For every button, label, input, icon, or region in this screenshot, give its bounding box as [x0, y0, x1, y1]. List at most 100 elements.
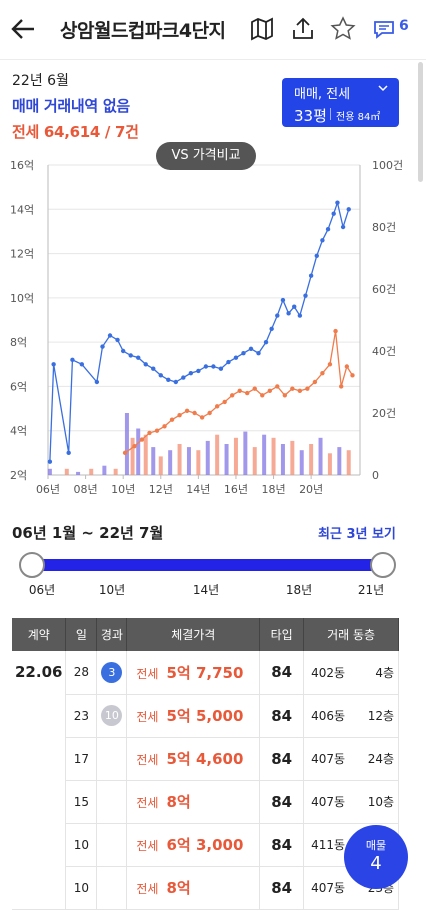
jeonse-price-point [275, 384, 280, 389]
y-left-tick-label: 2억 [10, 469, 27, 482]
sale-price-point [166, 377, 171, 382]
trade-type: 84 [259, 737, 305, 781]
jeonse-price-point [312, 379, 318, 385]
sale-price-point [248, 346, 254, 351]
col-header-type: 타입 [259, 618, 305, 651]
summary-date: 22년 6월 [12, 73, 69, 89]
trade-dong: 411동 [311, 838, 346, 852]
sale-status: 매매 거래내역 없음 [12, 97, 130, 115]
share-icon[interactable] [290, 16, 316, 42]
volume-bar [318, 437, 323, 475]
jeonse-price-point [229, 393, 235, 398]
table-row[interactable]: 15 전세 8억 84 407동 10층 [12, 780, 399, 824]
volume-bar [346, 450, 351, 475]
volume-bar [168, 450, 173, 475]
comment-icon[interactable] [371, 16, 397, 42]
sale-price-point [173, 379, 179, 385]
slider-end-handle[interactable] [370, 552, 396, 578]
x-tick-label: 10년 [111, 483, 135, 496]
x-tick-label: 08년 [74, 483, 98, 496]
volume-bar [136, 428, 141, 475]
sale-price-point [100, 344, 105, 349]
y-left-tick-label: 6억 [10, 380, 27, 393]
y-right-tick-label: 20건 [372, 407, 396, 420]
y-left-tick-label: 16억 [10, 159, 34, 172]
sale-price-point [128, 353, 133, 358]
elapsed-badge: 3 [101, 661, 123, 683]
sale-price-point [136, 355, 141, 360]
price-cell: 전세 8억 [126, 780, 261, 824]
price-cell: 전세 5억 7,750 [126, 651, 261, 695]
dong-floor-cell: 407동 24층 [303, 737, 399, 781]
jeonse-price-point [252, 386, 257, 391]
col-header-dong-floor: 거래 동층 [303, 618, 399, 651]
elapsed-badge: 10 [101, 705, 123, 726]
price-chart[interactable]: 16억 14억 12억 10억 8억 6억 4억 2억 100건 80건 60건 40건 20건 0 06년… [0, 155, 426, 515]
slider-start-handle[interactable] [19, 552, 45, 578]
sale-price-point [120, 348, 126, 354]
trade-type-label: 매매, 전세 [294, 87, 351, 102]
area-label: 전용 84㎡ [336, 112, 381, 123]
table-row[interactable]: 10전세8억84407동23층 [12, 866, 399, 910]
jeonse-price-point [327, 362, 333, 367]
table-row[interactable]: 10 전세 6억 3,000 84 411동 [12, 823, 399, 867]
y-left-tick-label: 10억 [10, 292, 34, 305]
volume-bar [102, 465, 107, 475]
jeonse-price-point [122, 450, 128, 456]
listings-fab-button[interactable]: 매물 4 [344, 825, 408, 889]
sale-price-point [143, 362, 148, 367]
sale-price-point [47, 459, 53, 464]
scrollbar[interactable] [418, 62, 423, 182]
map-icon[interactable] [249, 16, 275, 42]
sale-price-point [181, 375, 186, 380]
trade-floor: 24층 [367, 752, 394, 766]
volume-bar [124, 413, 129, 475]
sale-price-point [51, 362, 56, 367]
jeonse-status: 전세 64,614 / 7건 [12, 123, 139, 141]
jeonse-price-point [282, 393, 288, 398]
trade-kind: 전세 [136, 796, 159, 810]
jeonse-price-point [132, 444, 137, 449]
sale-price-point [263, 339, 269, 345]
volume-bar [233, 437, 238, 475]
recent-3years-link[interactable]: 최근 3년 보기 [318, 527, 396, 542]
star-icon[interactable] [330, 16, 356, 42]
y-right-tick-label: 80건 [372, 221, 396, 234]
sale-price-point [196, 368, 201, 374]
sale-price-point [340, 224, 346, 230]
jeonse-price-point [333, 328, 338, 334]
trade-kind: 전세 [136, 666, 159, 681]
trade-day: 10 [65, 823, 98, 867]
volume-bar [89, 468, 94, 475]
x-tick-label: 12년 [149, 483, 173, 496]
vs-compare-button[interactable]: VS 가격비교 [156, 142, 256, 170]
trade-type: 84 [259, 780, 305, 824]
trade-price: 5억 7,750 [166, 663, 244, 682]
trade-kind: 전세 [136, 839, 159, 853]
volume-bar [76, 471, 81, 475]
volume-bar [215, 434, 220, 475]
dong-floor-cell: 406동 12층 [303, 694, 399, 738]
trade-type: 84 [259, 866, 305, 910]
trade-day: 10 [65, 866, 98, 910]
volume-bar [337, 447, 342, 475]
table-row[interactable]: 23 10 전세 5억 5,000 84 406동 12층 [12, 694, 399, 738]
type-size-selector[interactable]: 매매, 전세 33평 전용 84㎡ [282, 78, 399, 127]
sale-price-point [335, 200, 340, 205]
volume-bar [47, 468, 52, 475]
table-row[interactable]: 17 전세 5억 4,600 84 407동 24층 [12, 737, 399, 781]
back-arrow-icon[interactable] [10, 14, 38, 44]
volume-bar [196, 450, 201, 475]
sale-price-point [297, 313, 303, 318]
trade-price: 6억 3,000 [166, 836, 244, 854]
table-row[interactable]: 22.06 28 3 전세 5억 7,750 84 402동 4층 [12, 651, 399, 910]
size-label: 33평 [294, 107, 327, 125]
y-left-tick-label: 14억 [10, 203, 34, 216]
trade-type: 84 [259, 694, 305, 738]
period-range: 06년 1월 ~ 22년 7월 [12, 524, 164, 542]
slider-tick-label: 21년 [357, 583, 385, 597]
period-slider-track[interactable] [33, 559, 383, 571]
trade-floor: 4층 [375, 665, 394, 680]
elapsed-cell: 10 [96, 694, 128, 738]
jeonse-price-point [162, 424, 167, 429]
